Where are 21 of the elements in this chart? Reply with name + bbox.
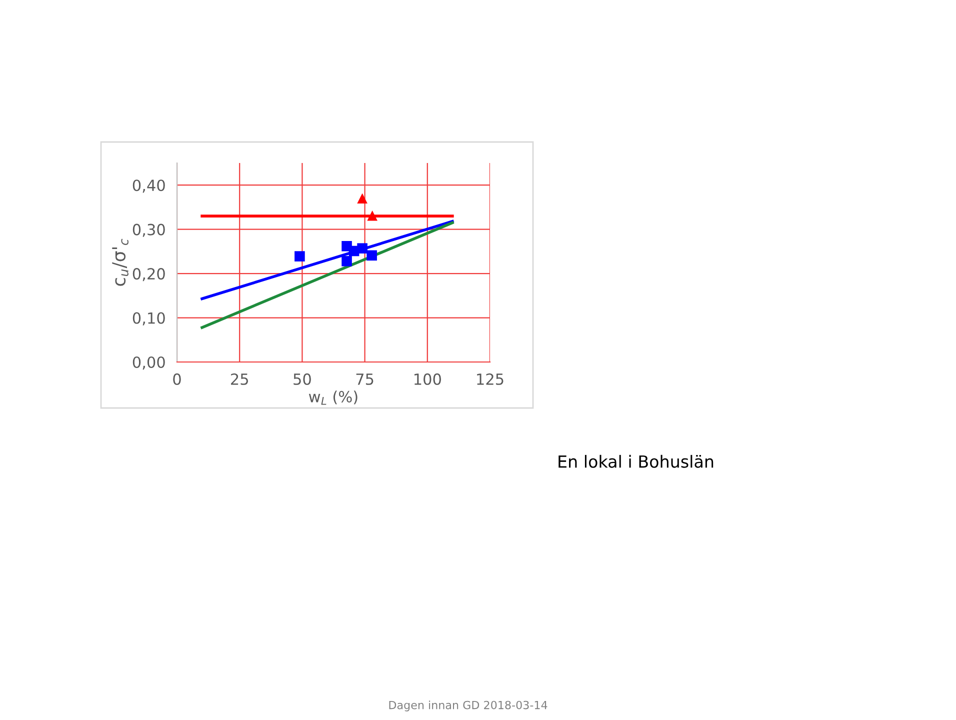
point [367, 210, 378, 221]
y-tick-label: 0,20 [132, 268, 165, 282]
x-tick-label: 75 [356, 374, 374, 385]
y-tick-label: 0,10 [132, 312, 165, 326]
y-tick-label: 0,40 [132, 180, 165, 193]
y-tick-label: 0,00 [132, 356, 165, 370]
x-axis-title: w$_{L}$ (%) [308, 390, 358, 405]
x-tick-label: 100 [414, 373, 441, 385]
point [294, 251, 305, 262]
point [366, 250, 377, 261]
x-tick-label: 125 [477, 373, 504, 385]
y-axis-title: c$_{u}$/σ'$_{c}$ [112, 238, 128, 286]
text: Dagen innan GD 2018-03-14 [389, 700, 548, 712]
x-tick-label: 25 [231, 373, 248, 385]
y-tick-label: 0,30 [132, 224, 165, 237]
text: En lokal i Bohuslän [558, 454, 714, 468]
x-tick-label: 50 [294, 373, 311, 385]
point [357, 243, 368, 254]
point [357, 193, 368, 204]
x-tick-label: 0 [173, 373, 181, 385]
point [342, 256, 352, 266]
